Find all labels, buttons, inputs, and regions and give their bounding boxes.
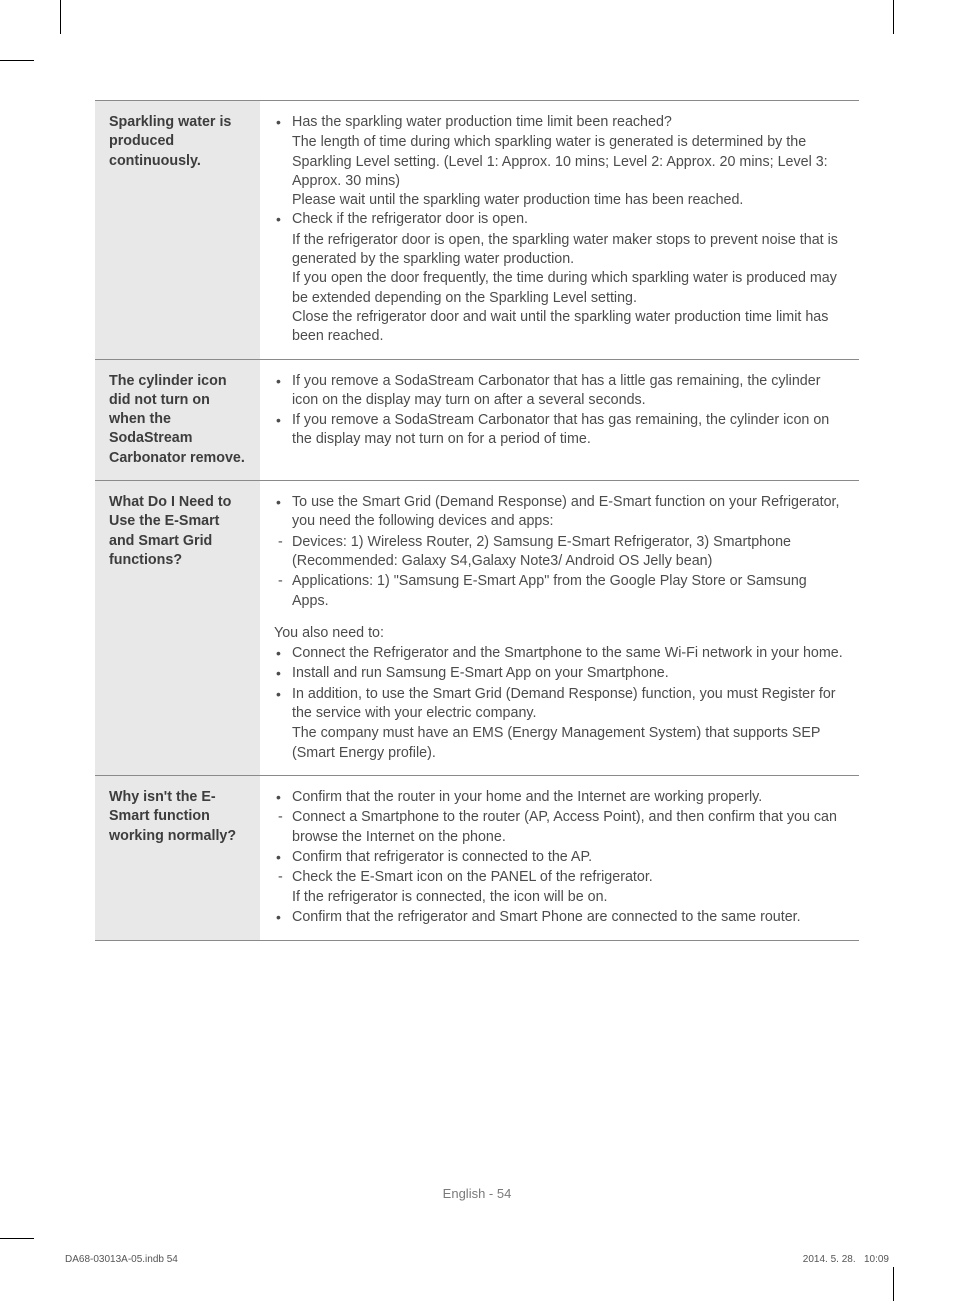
solution-item: If the refrigerator is connected, the ic…	[274, 888, 845, 907]
solution-cell: Confirm that the router in your home and…	[260, 775, 859, 940]
page-number: English - 54	[0, 1186, 954, 1201]
solution-item: If you remove a SodaStream Carbonator th…	[274, 411, 845, 450]
solution-item: Confirm that refrigerator is connected t…	[274, 848, 845, 867]
solution-item: In addition, to use the Smart Grid (Dema…	[274, 685, 845, 724]
solution-item: If the refrigerator door is open, the sp…	[274, 231, 845, 270]
solution-item: Connect a Smartphone to the router (AP, …	[274, 808, 845, 847]
solution-item: Check the E-Smart icon on the PANEL of t…	[274, 868, 845, 887]
solution-item: Please wait until the sparkling water pr…	[274, 191, 845, 210]
solution-cell: Has the sparkling water production time …	[260, 101, 859, 360]
problem-cell: The cylinder icon did not turn on when t…	[95, 359, 260, 480]
solution-item: If you remove a SodaStream Carbonator th…	[274, 372, 845, 411]
solution-item: The company must have an EMS (Energy Man…	[274, 724, 845, 763]
problem-cell: Sparkling water is produced continuously…	[95, 101, 260, 360]
solution-item: If you open the door frequently, the tim…	[274, 269, 845, 308]
solution-item: Confirm that the refrigerator and Smart …	[274, 908, 845, 927]
table-row: What Do I Need to Use the E-Smart and Sm…	[95, 481, 859, 776]
solution-cell: If you remove a SodaStream Carbonator th…	[260, 359, 859, 480]
solution-item: Connect the Refrigerator and the Smartph…	[274, 644, 845, 663]
solution-item: Has the sparkling water production time …	[274, 113, 845, 132]
solution-item: The length of time during which sparklin…	[274, 133, 845, 191]
solution-item: Install and run Samsung E-Smart App on y…	[274, 664, 845, 683]
footer-filename: DA68-03013A-05.indb 54	[65, 1254, 178, 1265]
solution-item: Close the refrigerator door and wait unt…	[274, 308, 845, 347]
table-row: Sparkling water is produced continuously…	[95, 101, 859, 360]
solution-item: Confirm that the router in your home and…	[274, 788, 845, 807]
solution-cell: To use the Smart Grid (Demand Response) …	[260, 481, 859, 776]
solution-item: Applications: 1) "Samsung E-Smart App" f…	[274, 572, 845, 611]
solution-item: Check if the refrigerator door is open.	[274, 210, 845, 229]
solution-item: To use the Smart Grid (Demand Response) …	[274, 493, 845, 532]
troubleshooting-table: Sparkling water is produced continuously…	[95, 100, 859, 941]
solution-item: Devices: 1) Wireless Router, 2) Samsung …	[274, 533, 845, 572]
table-row: Why isn't the E-Smart function working n…	[95, 775, 859, 940]
problem-cell: What Do I Need to Use the E-Smart and Sm…	[95, 481, 260, 776]
problem-cell: Why isn't the E-Smart function working n…	[95, 775, 260, 940]
solution-item: You also need to:	[274, 624, 845, 643]
page-content: Sparkling water is produced continuously…	[0, 0, 954, 941]
table-row: The cylinder icon did not turn on when t…	[95, 359, 859, 480]
footer-datetime: 2014. 5. 28. 10:09	[803, 1254, 889, 1265]
